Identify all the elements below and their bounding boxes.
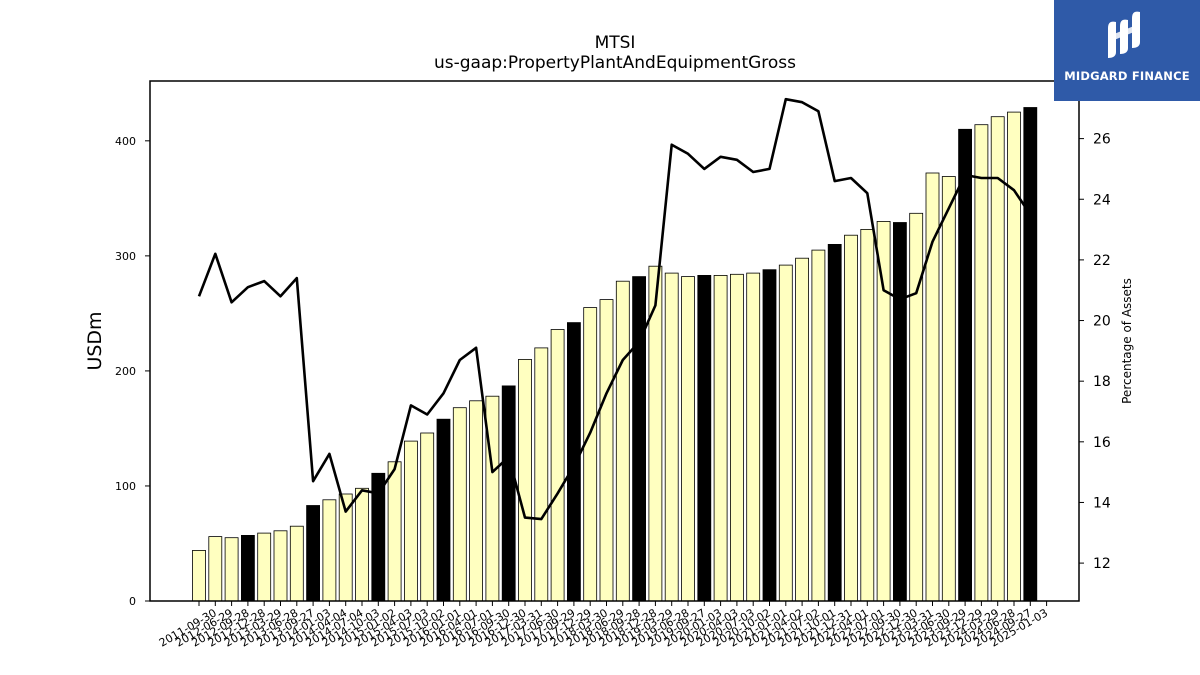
bar xyxy=(827,243,842,602)
right-axis: 12 14 16 18 20 22 24 26 xyxy=(1079,132,1111,572)
bar xyxy=(681,276,695,602)
y2-axis-label: Percentage of Assets xyxy=(1120,278,1134,404)
bar xyxy=(518,358,532,602)
y2-tick-label: 14 xyxy=(1093,495,1111,511)
bar xyxy=(876,220,891,602)
plot-frame xyxy=(149,80,1080,602)
bar xyxy=(192,550,206,602)
bar xyxy=(403,440,418,602)
y-axis-label: USDm xyxy=(84,311,106,370)
bar xyxy=(925,172,940,602)
bar xyxy=(778,264,793,602)
chart-subtitle: us-gaap:PropertyPlantAndEquipmentGross xyxy=(434,53,796,73)
bar xyxy=(697,274,712,602)
bar xyxy=(811,249,826,602)
y-tick-label: 100 xyxy=(115,480,136,493)
bar xyxy=(436,418,451,602)
bar xyxy=(387,461,402,602)
bar xyxy=(632,276,646,602)
bar xyxy=(990,116,1005,602)
bar xyxy=(762,269,777,602)
bar xyxy=(583,307,598,602)
bar xyxy=(664,272,679,602)
y-tick-label: 200 xyxy=(115,365,136,378)
bar xyxy=(1023,107,1038,602)
bar xyxy=(273,530,288,602)
y2-tick-label: 26 xyxy=(1093,132,1111,148)
bar xyxy=(355,487,369,602)
bar xyxy=(501,385,516,602)
bar xyxy=(550,329,565,602)
bar xyxy=(795,257,809,602)
bar xyxy=(730,273,744,602)
bar-group xyxy=(192,107,1038,602)
bar xyxy=(615,280,630,602)
series-line xyxy=(197,97,1032,521)
bar xyxy=(208,536,223,602)
bar xyxy=(485,395,500,602)
left-axis: 0 100 200 300 400 xyxy=(115,135,150,608)
y2-tick-label: 18 xyxy=(1093,374,1111,390)
bar xyxy=(567,322,581,602)
bar xyxy=(469,400,484,602)
bar xyxy=(844,234,858,602)
bar xyxy=(289,525,304,602)
bar xyxy=(322,499,337,602)
bar xyxy=(746,272,761,602)
bar xyxy=(452,407,467,602)
chart-title: MTSI xyxy=(595,33,636,53)
bar xyxy=(599,299,614,602)
y2-tick-label: 24 xyxy=(1093,192,1111,208)
brand-logo: MIDGARD FINANCE xyxy=(1054,0,1200,101)
bar xyxy=(713,274,728,602)
bar xyxy=(860,228,875,602)
logo-text: MIDGARD FINANCE xyxy=(1064,69,1190,83)
y-tick-label: 300 xyxy=(115,250,136,263)
bar xyxy=(257,532,272,602)
y2-tick-label: 16 xyxy=(1093,435,1111,451)
bar xyxy=(893,222,907,602)
bar xyxy=(941,176,956,602)
y2-tick-label: 22 xyxy=(1093,253,1111,269)
bar xyxy=(240,535,255,602)
line-group xyxy=(197,97,1032,521)
midgard-logo-icon xyxy=(1108,11,1140,59)
y-tick-label: 400 xyxy=(115,135,136,148)
bar xyxy=(974,124,989,602)
y2-tick-label: 20 xyxy=(1093,314,1111,330)
bar xyxy=(224,537,239,602)
bar xyxy=(306,505,321,602)
bar xyxy=(420,432,435,602)
bar xyxy=(534,347,549,602)
y2-tick-label: 12 xyxy=(1093,556,1111,572)
x-axis: 2011-09-302012-06-292012-09-282012-12-28… xyxy=(157,601,1050,650)
bar xyxy=(958,128,972,602)
y-tick-label: 0 xyxy=(129,595,136,608)
bar xyxy=(909,212,924,602)
